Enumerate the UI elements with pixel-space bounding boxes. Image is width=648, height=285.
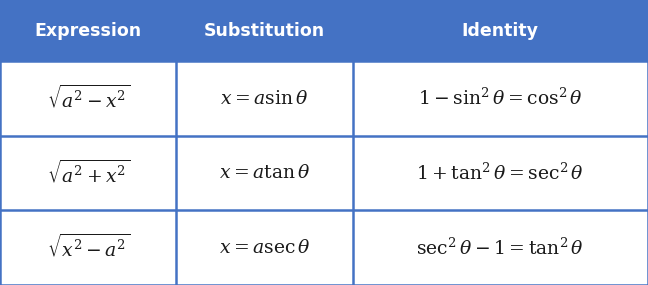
Text: $\sqrt{a^2 - x^2}$: $\sqrt{a^2 - x^2}$ [47,85,130,113]
Text: $1 - \sin^2\theta = \cos^2\theta$: $1 - \sin^2\theta = \cos^2\theta$ [418,88,583,109]
Bar [353,136,648,210]
Bar [0,210,176,285]
Bar [176,61,353,136]
Text: Substitution: Substitution [204,22,325,40]
Text: $x = a\tan\theta$: $x = a\tan\theta$ [219,164,310,182]
Bar [176,210,353,285]
Text: Expression: Expression [34,22,142,40]
Text: $\sqrt{x^2 - a^2}$: $\sqrt{x^2 - a^2}$ [47,234,130,262]
Bar [0,61,176,136]
Bar [0,136,176,210]
Bar [176,136,353,210]
Text: $1 + \tan^2\theta = \sec^2\theta$: $1 + \tan^2\theta = \sec^2\theta$ [416,162,584,184]
Bar [176,0,353,61]
Bar [353,61,648,136]
Bar [353,0,648,61]
Text: $\sec^2\theta - 1 = \tan^2\theta$: $\sec^2\theta - 1 = \tan^2\theta$ [416,237,584,258]
Text: $\sqrt{a^2 + x^2}$: $\sqrt{a^2 + x^2}$ [47,159,130,187]
Bar [0,0,176,61]
Text: $x = a\sin\theta$: $x = a\sin\theta$ [220,89,308,107]
Bar [353,210,648,285]
Text: $x = a\sec\theta$: $x = a\sec\theta$ [218,239,310,257]
Text: Identity: Identity [462,22,538,40]
